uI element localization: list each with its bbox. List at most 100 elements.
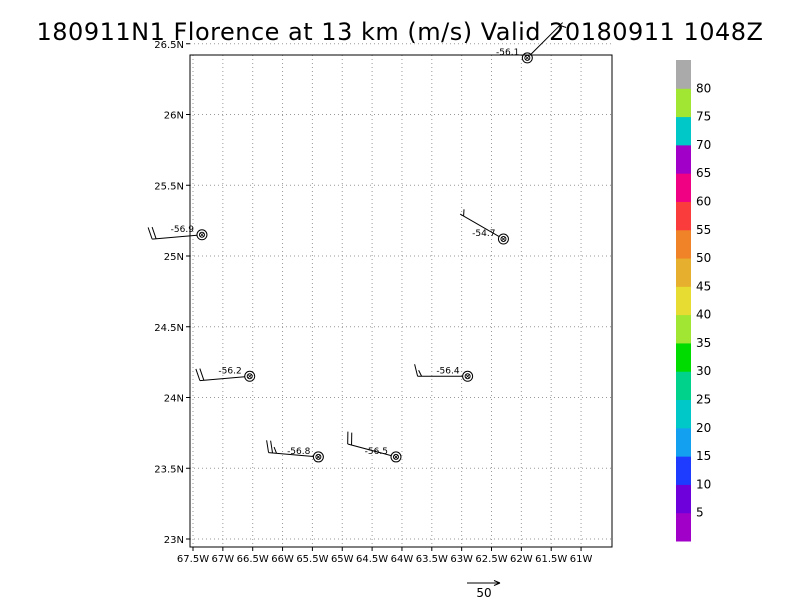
colorbar-label: 5 [696, 506, 704, 520]
station-ring-inner [246, 373, 253, 380]
colorbar-segment [676, 173, 691, 202]
x-tick-label: 65.5W [296, 554, 328, 565]
station-label: -56.8 [287, 447, 311, 457]
colorbar-label: 80 [696, 81, 711, 95]
wind-barb [418, 370, 423, 377]
colorbar-label: 40 [696, 308, 711, 322]
colorbar-segment [676, 88, 691, 118]
plot-frame [189, 54, 613, 548]
station-label: -56.9 [171, 225, 195, 235]
wind-barb [199, 368, 205, 381]
station-marker: -56.8 [266, 440, 324, 463]
wind-barb [273, 446, 277, 454]
reference-vector: 50 [467, 580, 501, 600]
reference-arrow-label: 50 [476, 586, 491, 600]
station-label: -56.4 [436, 366, 460, 376]
x-tick-label: 64.5W [356, 554, 388, 565]
x-tick-labels: 67.5W 67W 66.5W 66W 65.5W 65W 64.5W 64W 63.5W 63W… [177, 554, 593, 565]
x-tick-label: 67.5W [177, 554, 209, 565]
colorbar-segment [676, 229, 691, 259]
station-label: -56.1 [496, 48, 519, 58]
colorbar-segment [676, 258, 691, 287]
x-tick-label: 65W [331, 554, 354, 565]
station-ring [196, 229, 208, 241]
colorbar-label: 45 [696, 279, 711, 293]
colorbar-label: 50 [696, 251, 711, 265]
reference-arrow-head [493, 580, 501, 586]
y-tick-label: 24N [164, 394, 184, 405]
station-marker: -56.4 [414, 364, 474, 382]
y-tick-label: 25.5N [154, 181, 184, 192]
colorbar-segment [676, 201, 691, 231]
colorbar-segment [676, 314, 691, 344]
x-tick-label: 64W [391, 554, 414, 565]
x-tick-label: 61W [570, 554, 593, 565]
colorbar-segment [676, 484, 691, 514]
station-cross [316, 454, 321, 460]
station-ring-inner [198, 231, 205, 238]
x-tick-label: 67W [212, 554, 235, 565]
colorbar-segment [676, 144, 691, 174]
station-cross [525, 55, 530, 61]
wind-barb [414, 364, 419, 377]
x-tick-label: 66.5W [237, 554, 269, 565]
colorbar-segment [676, 371, 691, 401]
y-tick-label: 25N [164, 252, 184, 263]
x-tick-label: 61.5W [535, 554, 567, 565]
x-tick-label: 63W [450, 554, 473, 565]
station-label: -56.2 [218, 366, 241, 376]
colorbar-segment [676, 399, 691, 429]
x-tick-label: 62.5W [475, 554, 507, 565]
colorbar-label: 15 [696, 449, 711, 463]
station-marker: -56.9 [147, 225, 208, 241]
colorbar-segment [676, 116, 691, 146]
station-ring [390, 451, 402, 463]
colorbar-label: 65 [696, 166, 711, 180]
station-cross [247, 373, 252, 379]
station-ring-inner [392, 453, 399, 460]
grid-lines [186, 43, 612, 551]
station-cross [501, 236, 506, 242]
wind-barb [270, 440, 274, 453]
station-ring [497, 233, 509, 245]
wind-barb [147, 227, 153, 240]
station-cross [393, 454, 399, 460]
y-tick-label: 23.5N [154, 464, 184, 475]
station-ring-inner [464, 373, 471, 380]
station-marker: -56.2 [195, 366, 256, 382]
y-tick-label: 26N [164, 111, 184, 122]
y-tick-label: 26.5N [154, 40, 184, 51]
colorbar-segment [676, 456, 691, 485]
x-tick-label: 63.5W [416, 554, 448, 565]
colorbar-label: 70 [696, 138, 711, 152]
colorbar-label: 20 [696, 421, 711, 435]
colorbar-label: 55 [696, 223, 711, 237]
colorbar-segment [676, 60, 691, 89]
colorbar-segment [676, 286, 691, 316]
colorbar-label: 10 [696, 477, 711, 491]
chart-title: 180911N1 Florence at 13 km (m/s) Valid 2… [36, 18, 764, 46]
y-tick-label: 23N [164, 535, 184, 546]
station-plots: -56.7-56.4-56.7-56.6-56.7-56.1-54.7-56.9… [147, 22, 567, 463]
y-tick-labels: 23N23.5N24N24.5N25N25.5N26N26.5N27N27.5N… [154, 40, 184, 546]
station-ring-inner [500, 236, 507, 243]
x-tick-label: 62W [510, 554, 533, 565]
y-tick-label: 24.5N [154, 323, 184, 334]
colorbar-segment [676, 512, 691, 542]
wind-barb-staff [459, 213, 500, 237]
wind-barb-staff [347, 443, 392, 457]
station-marker: -56.1 [496, 22, 567, 64]
colorbar: 5 10 15 20 25 30 35 40 45 50 55 60 65 70 75 80 [676, 60, 711, 542]
wind-barb [195, 368, 201, 381]
colorbar-label: 25 [696, 393, 711, 407]
colorbar-label: 30 [696, 364, 711, 378]
wind-barb [266, 440, 270, 453]
colorbar-label: 75 [696, 110, 711, 124]
wind-barb-staff [199, 376, 245, 382]
station-cross [465, 373, 470, 379]
colorbar-segment [676, 342, 691, 372]
x-tick-label: 66W [271, 554, 294, 565]
colorbar-segment [676, 427, 691, 457]
colorbar-label: 60 [696, 194, 711, 208]
